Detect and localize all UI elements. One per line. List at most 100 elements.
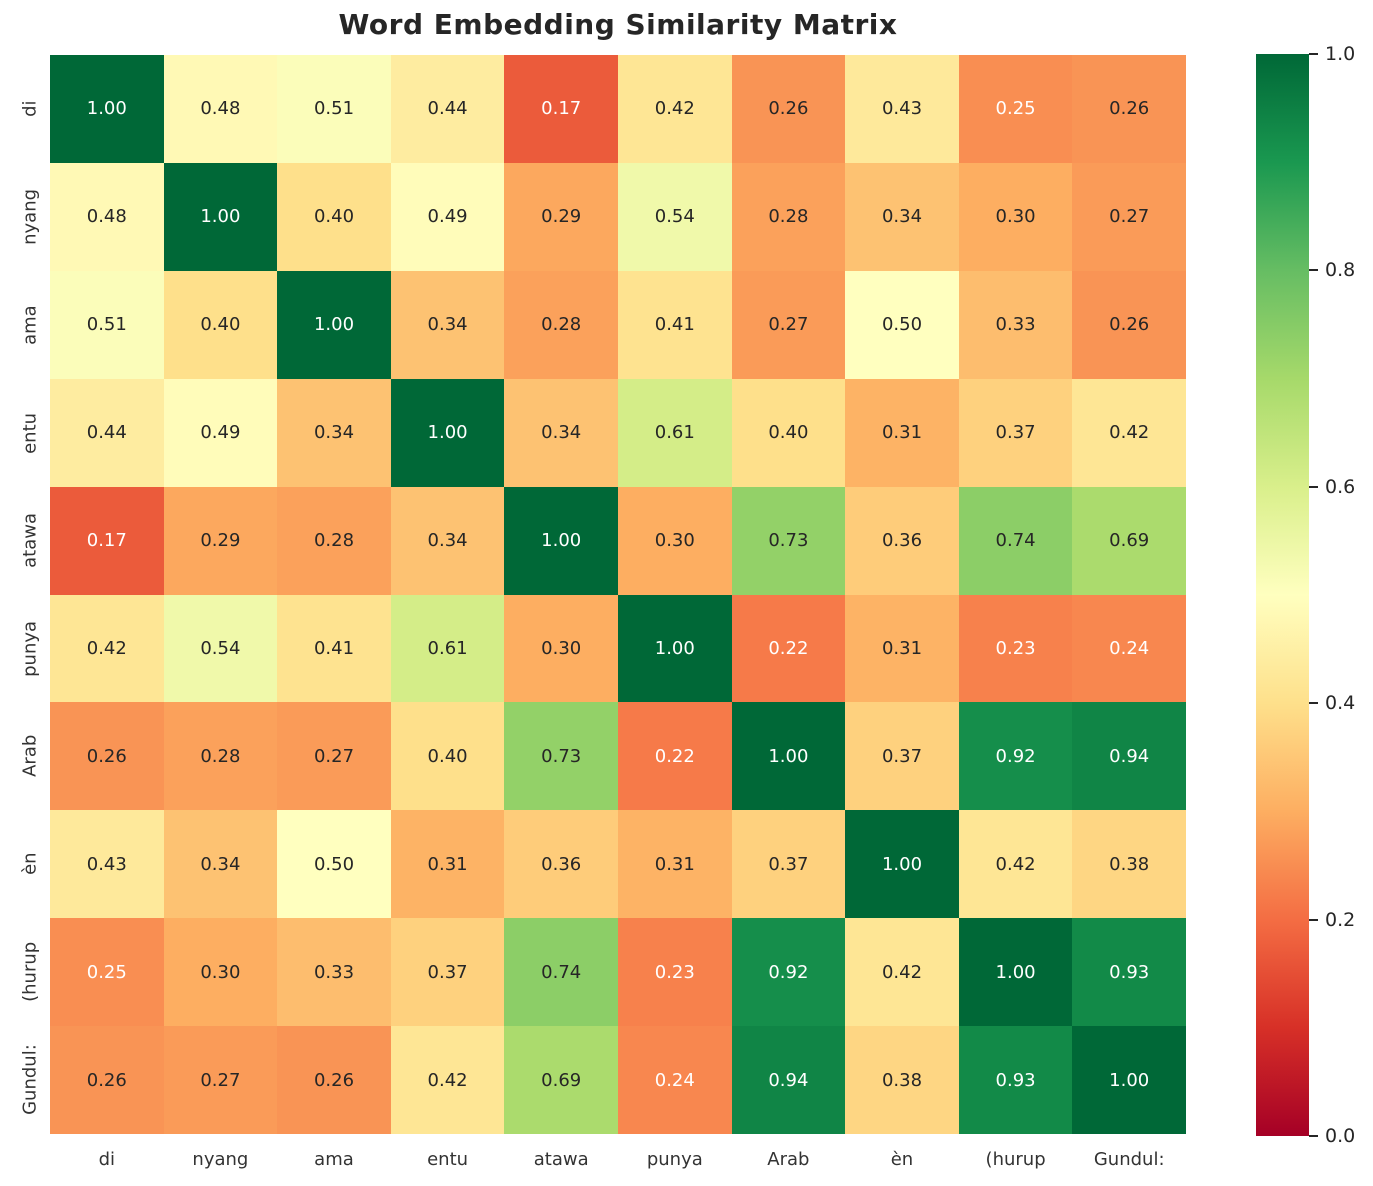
x-tick-label: atawa [533,1149,589,1170]
heatmap-cell: 0.42 [390,1026,505,1134]
heatmap-cell: 1.00 [277,270,391,379]
heatmap-cell: 0.34 [163,810,278,919]
heatmap-cell: 0.51 [50,270,164,379]
cell-value: 0.27 [1109,206,1150,228]
cell-value: 0.40 [768,422,809,444]
cell-value: 0.41 [313,637,355,659]
cell-value: 0.27 [200,1069,241,1091]
heatmap-cell: 1.00 [958,918,1073,1027]
heatmap-cell: 0.23 [617,918,732,1027]
cell-value: 0.50 [313,853,355,875]
y-tick-label: Arab [19,735,41,778]
colorbar-tick-mark [1309,269,1318,272]
heatmap-cell: 0.40 [731,378,846,487]
heatmap-cell: 0.27 [163,1026,278,1134]
heatmap-cell: 0.48 [163,55,278,163]
heatmap-cell: 1.00 [504,486,618,595]
cell-value: 1.00 [427,422,468,444]
cell-value: 0.34 [541,422,582,444]
colorbar-tick-mark [1309,53,1318,55]
cell-value: 0.42 [654,98,695,120]
cell-value: 0.27 [313,745,355,767]
colorbar-tick-label: 0.0 [1325,1125,1356,1147]
cell-value: 0.40 [200,314,241,336]
cell-value: 0.69 [541,1069,582,1091]
heatmap-cell: 0.38 [845,1026,959,1134]
heatmap-cell: 0.17 [504,55,618,163]
cell-value: 0.22 [768,637,809,659]
colorbar-tick-label: 1.0 [1325,43,1356,65]
heatmap-cell: 0.92 [731,918,846,1027]
x-tick-label: Gundul: [1093,1149,1165,1170]
heatmap-cell: 0.42 [845,918,959,1027]
heatmap-cell: 0.26 [50,702,164,811]
heatmap-cell: 0.24 [1072,594,1186,703]
heatmap-cell: 0.26 [50,1026,164,1134]
cell-value: 0.61 [427,637,468,659]
cell-value: 0.43 [86,853,127,875]
cell-value: 0.26 [313,1069,355,1091]
cell-value: 0.49 [427,206,468,228]
cell-value: 0.17 [541,98,582,120]
heatmap-cell: 0.24 [617,1026,732,1134]
cell-value: 1.00 [313,314,355,336]
cell-value: 0.29 [200,530,241,552]
cell-value: 1.00 [995,961,1036,983]
cell-value: 0.29 [541,206,582,228]
cell-value: 0.28 [768,206,809,228]
cell-value: 0.27 [768,314,809,336]
y-tick-label: ama [19,304,41,345]
cell-value: 0.50 [881,314,923,336]
heatmap-cell: 0.93 [958,1026,1073,1134]
heatmap-cell: 0.44 [50,378,164,487]
heatmap-cell: 0.54 [163,594,278,703]
cell-value: 0.17 [86,530,127,552]
heatmap-cell: 0.30 [958,162,1073,271]
cell-value: 1.00 [541,530,582,552]
cell-value: 0.25 [86,961,127,983]
x-tick-label: Arab [767,1149,810,1170]
cell-value: 0.31 [427,853,468,875]
heatmap-cell: 0.25 [958,55,1073,163]
heatmap-cell: 0.94 [731,1026,846,1134]
heatmap-cell: 0.49 [390,162,505,271]
cell-value: 0.93 [1109,961,1150,983]
cell-value: 0.74 [541,961,582,983]
heatmap-cell: 0.51 [277,55,391,163]
heatmap-cell: 0.74 [504,918,618,1027]
heatmap-cell: 0.28 [277,486,391,595]
y-tick-label: entu [19,412,41,454]
cell-value: 0.24 [1109,637,1150,659]
heatmap-cell: 1.00 [1072,1026,1186,1134]
y-tick-label: Gundul: [19,1044,41,1116]
cell-value: 0.26 [86,1069,127,1091]
heatmap-cell: 1.00 [163,162,278,271]
heatmap-cell: 0.27 [731,270,846,379]
cell-value: 0.94 [768,1069,809,1091]
heatmap-cell: 0.44 [390,55,505,163]
cell-value: 1.00 [654,637,695,659]
cell-value: 0.44 [86,422,127,444]
heatmap-cell: 0.25 [50,918,164,1027]
heatmap-cell: 0.26 [731,55,846,163]
heatmap-cell: 0.69 [504,1026,618,1134]
heatmap-cell: 0.26 [1072,270,1186,379]
colorbar-tick-label: 0.6 [1325,475,1356,498]
heatmap-cell: 0.26 [1072,55,1186,163]
heatmap-cell: 0.43 [845,55,959,163]
cell-value: 1.00 [768,745,809,767]
heatmap-cell: 0.50 [845,270,959,379]
heatmap-cell: 0.61 [390,594,505,703]
x-tick-label: ama [314,1149,354,1170]
heatmap-cell: 1.00 [845,810,959,919]
cell-value: 0.48 [86,206,127,228]
cell-value: 1.00 [1109,1069,1150,1091]
heatmap-cell: 0.31 [845,378,959,487]
heatmap-cell: 0.37 [845,702,959,811]
heatmap-cell: 0.17 [50,486,164,595]
y-tick-label: èn [19,853,41,876]
cell-value: 0.23 [654,961,695,983]
colorbar-gradient [1256,54,1309,1136]
heatmap-cell: 0.28 [163,702,278,811]
cell-value: 0.24 [654,1069,695,1091]
